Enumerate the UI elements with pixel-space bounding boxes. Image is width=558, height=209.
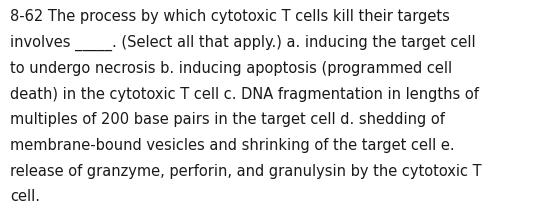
Text: 8-62 The process by which cytotoxic T cells kill their targets: 8-62 The process by which cytotoxic T ce… — [10, 9, 450, 24]
Text: release of granzyme, perforin, and granulysin by the cytotoxic T: release of granzyme, perforin, and granu… — [10, 164, 482, 179]
Text: involves _____. (Select all that apply.) a. inducing the target cell: involves _____. (Select all that apply.)… — [10, 35, 475, 51]
Text: death) in the cytotoxic T cell c. DNA fragmentation in lengths of: death) in the cytotoxic T cell c. DNA fr… — [10, 87, 479, 102]
Text: to undergo necrosis b. inducing apoptosis (programmed cell: to undergo necrosis b. inducing apoptosi… — [10, 61, 452, 76]
Text: cell.: cell. — [10, 189, 40, 204]
Text: multiples of 200 base pairs in the target cell d. shedding of: multiples of 200 base pairs in the targe… — [10, 112, 445, 127]
Text: membrane-bound vesicles and shrinking of the target cell e.: membrane-bound vesicles and shrinking of… — [10, 138, 455, 153]
